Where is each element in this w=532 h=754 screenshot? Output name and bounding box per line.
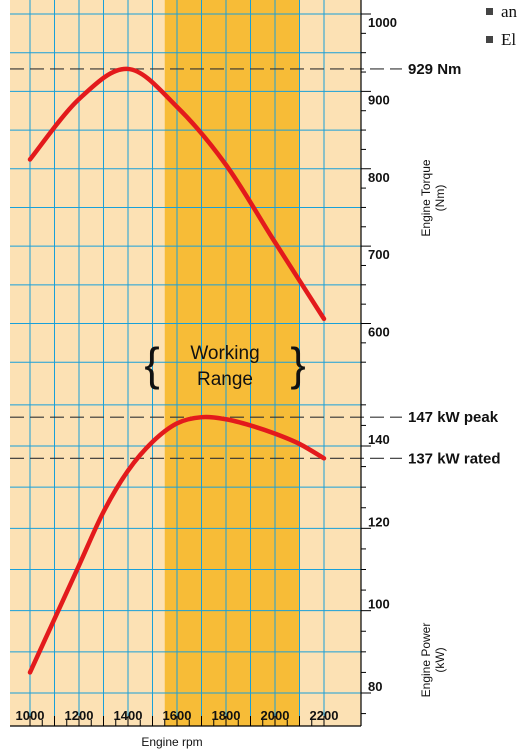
cropped-bullet-list: an El — [486, 0, 532, 60]
x-tick-label: 1800 — [212, 708, 241, 723]
bullet-text: an — [501, 2, 518, 21]
working-range-band — [164, 0, 300, 726]
bullet-square-icon — [486, 36, 493, 43]
x-tick-label: 1200 — [65, 708, 94, 723]
reference-line-label: 147 kW peak — [408, 409, 499, 426]
bullet-item: El — [486, 30, 516, 50]
y-tick-label-torque: 800 — [368, 170, 390, 185]
reference-line-label: 929 Nm — [408, 61, 461, 78]
x-tick-label: 1400 — [114, 708, 143, 723]
reference-line-label: 137 kW rated — [408, 450, 501, 467]
working-range-label-line2: Range — [197, 369, 253, 390]
x-tick-label: 2000 — [261, 708, 290, 723]
bullet-item: an — [486, 2, 517, 22]
y-tick-label-power: 140 — [368, 432, 390, 447]
power-curve — [27, 414, 327, 675]
x-tick-label: 2200 — [310, 708, 339, 723]
working-range-left-brace: { — [144, 338, 159, 390]
y-tick-label-torque: 700 — [368, 247, 390, 262]
torque-curve — [27, 66, 327, 322]
power-axis-title: Engine Power(kW) — [419, 623, 447, 698]
y-tick-label-power: 100 — [368, 597, 390, 612]
axis-ticks: 1000 1200 1400 1600 1800 2000 2200 600 700 800 900… — [16, 13, 397, 726]
y-tick-label-torque: 600 — [368, 325, 390, 340]
x-tick-label: 1000 — [16, 708, 45, 723]
working-range-right-brace: } — [290, 338, 305, 390]
y-tick-label-power: 80 — [368, 679, 382, 694]
x-axis-title: Engine rpm — [141, 735, 202, 749]
reference-lines: 929 Nm 147 kW peak 137 kW rated — [10, 61, 501, 467]
y-tick-label-torque: 1000 — [368, 15, 397, 30]
bullet-text: El — [501, 30, 517, 49]
y-tick-label-power: 120 — [368, 514, 390, 529]
x-tick-label: 1600 — [163, 708, 192, 723]
bullet-square-icon — [486, 8, 493, 15]
torque-axis-title: Engine Torque(Nm) — [419, 159, 447, 237]
grid-lines — [10, 0, 361, 726]
y-tick-label-torque: 900 — [368, 92, 390, 107]
working-range-label-line1: Working — [190, 343, 259, 364]
